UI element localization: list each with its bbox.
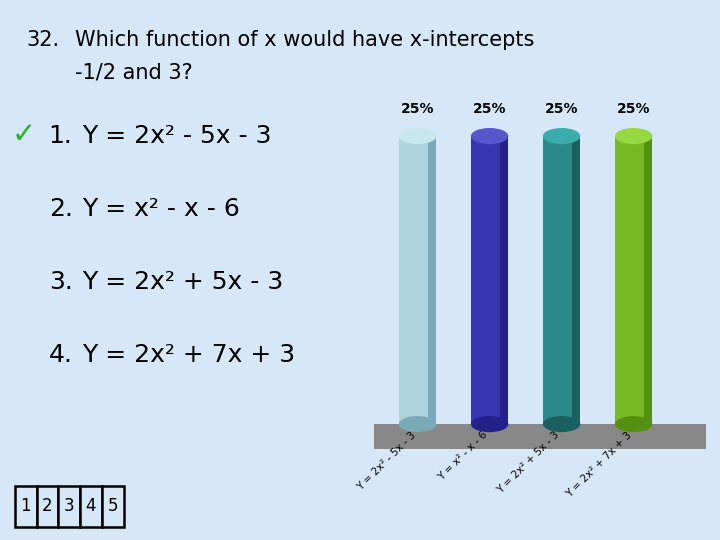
- Bar: [615, 136, 652, 424]
- Text: 25%: 25%: [545, 103, 578, 117]
- Text: Y = 2x² + 5x - 3: Y = 2x² + 5x - 3: [496, 430, 562, 496]
- Text: 32.: 32.: [26, 30, 59, 50]
- Text: Y = 2x² + 7x + 3: Y = 2x² + 7x + 3: [82, 343, 295, 367]
- Text: Y = 2x² + 7x + 3: Y = 2x² + 7x + 3: [564, 430, 634, 499]
- Bar: [374, 424, 713, 449]
- Text: Y = 2x² - 5x - 3: Y = 2x² - 5x - 3: [355, 430, 418, 492]
- Ellipse shape: [543, 416, 580, 432]
- Text: Y = x² - x - 6: Y = x² - x - 6: [436, 430, 490, 483]
- Text: 3.: 3.: [49, 270, 73, 294]
- Text: 2: 2: [42, 497, 53, 515]
- Text: -1/2 and 3?: -1/2 and 3?: [75, 62, 193, 82]
- Bar: [102, 486, 124, 526]
- Text: 1: 1: [21, 497, 31, 515]
- Bar: [428, 136, 436, 424]
- Text: 4: 4: [86, 497, 96, 515]
- Text: Which function of x would have x-intercepts: Which function of x would have x-interce…: [75, 30, 534, 50]
- Ellipse shape: [615, 416, 652, 432]
- Text: 1.: 1.: [49, 124, 73, 148]
- Text: 25%: 25%: [617, 103, 650, 117]
- Text: 2.: 2.: [49, 197, 73, 221]
- Ellipse shape: [471, 416, 508, 432]
- Bar: [471, 136, 508, 424]
- Bar: [399, 136, 436, 424]
- Text: 25%: 25%: [401, 103, 434, 117]
- Ellipse shape: [399, 128, 436, 144]
- Bar: [15, 486, 37, 526]
- Text: 25%: 25%: [473, 103, 506, 117]
- Text: ✓: ✓: [12, 122, 35, 150]
- Text: 5: 5: [107, 497, 118, 515]
- Bar: [58, 486, 80, 526]
- Bar: [80, 486, 102, 526]
- Text: Y = 2x² + 5x - 3: Y = 2x² + 5x - 3: [82, 270, 284, 294]
- Text: 4.: 4.: [49, 343, 73, 367]
- Ellipse shape: [471, 128, 508, 144]
- Bar: [644, 136, 652, 424]
- Ellipse shape: [399, 416, 436, 432]
- Text: Y = x² - x - 6: Y = x² - x - 6: [82, 197, 240, 221]
- Text: Y = 2x² - 5x - 3: Y = 2x² - 5x - 3: [82, 124, 272, 148]
- Bar: [500, 136, 508, 424]
- Bar: [37, 486, 58, 526]
- Bar: [543, 136, 580, 424]
- Ellipse shape: [543, 128, 580, 144]
- Bar: [572, 136, 580, 424]
- Text: 3: 3: [64, 497, 75, 515]
- Ellipse shape: [615, 128, 652, 144]
